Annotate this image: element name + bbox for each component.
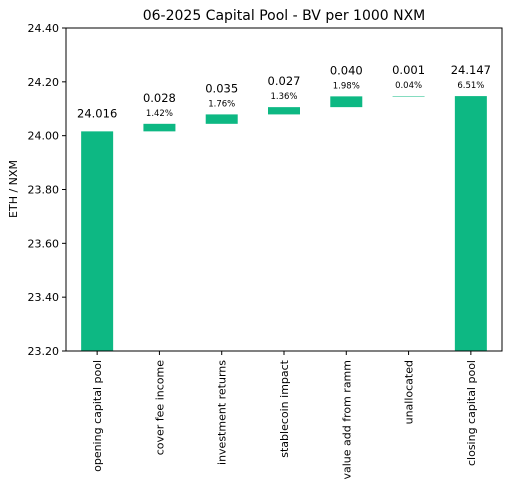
bar-value-add-from-ramm [330, 96, 363, 108]
x-tick-label: investment returns [216, 360, 229, 465]
bar-value-label: 0.035 [205, 81, 238, 95]
y-axis-ticks: 23.20 23.40 23.60 23.80 24.00 24.20 24.40 [28, 22, 66, 358]
bar-percent-label: 1.36% [270, 92, 297, 102]
bar-stablecoin-impact [268, 107, 300, 115]
bar-value-label: 0.040 [330, 63, 363, 77]
x-tick-label: cover fee income [153, 360, 166, 455]
x-tick-label: value add from ramm [340, 360, 353, 480]
bar-value-label: 0.027 [268, 74, 301, 88]
bar-unallocated [392, 96, 425, 97]
y-tick-label: 24.20 [28, 76, 60, 89]
y-tick-label: 24.40 [28, 22, 60, 35]
bar-opening-capital-pool [81, 131, 114, 351]
y-tick-label: 23.60 [28, 237, 60, 250]
y-tick-label: 23.20 [28, 345, 60, 358]
y-tick-label: 24.00 [28, 130, 60, 143]
bar-value-label: 0.028 [143, 91, 176, 105]
bars: 24.016 1.42% 0.028 1.76% 0.035 1.36% 0.027 1.98… [77, 63, 491, 351]
x-tick-label: unallocated [403, 360, 416, 424]
bar-value-label: 24.147 [451, 63, 491, 77]
bar-percent-label: 1.42% [146, 109, 173, 119]
bar-closing-capital-pool [454, 96, 487, 351]
bar-value-label: 24.016 [77, 106, 117, 120]
y-tick-label: 23.80 [28, 184, 60, 197]
x-tick-label: closing capital pool [465, 360, 478, 466]
bar-percent-label: 1.76% [208, 99, 235, 109]
x-axis-ticks: opening capital pool cover fee income inve… [91, 351, 478, 480]
bar-percent-label: 6.51% [457, 81, 484, 91]
bar-investment-returns [205, 114, 238, 124]
y-axis-label: ETH / NXM [7, 160, 20, 218]
chart-title: 06-2025 Capital Pool - BV per 1000 NXM [143, 8, 426, 24]
bar-percent-label: 1.98% [333, 81, 360, 91]
y-tick-label: 23.40 [28, 291, 60, 304]
bar-value-label: 0.001 [392, 63, 425, 77]
bar-percent-label: 0.04% [395, 81, 422, 91]
bar-cover-fee-income [143, 123, 176, 132]
x-tick-label: stablecoin impact [278, 359, 291, 457]
plot-frame [65, 27, 503, 352]
x-tick-label: opening capital pool [91, 360, 104, 472]
